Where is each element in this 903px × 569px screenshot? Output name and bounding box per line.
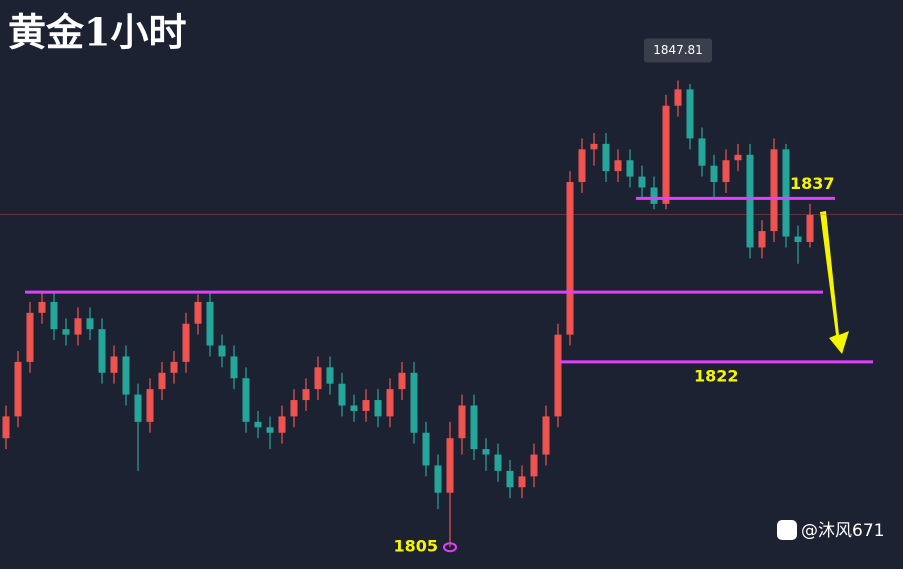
level-label: 1822 (694, 366, 739, 385)
candle-body (350, 405, 358, 411)
candle-body (398, 372, 406, 390)
watermark: @沐风671 (801, 521, 884, 541)
candle-body (182, 323, 190, 362)
candle-body (146, 389, 154, 422)
candle-body (806, 214, 814, 242)
candle-body (458, 405, 466, 439)
candle-body (206, 301, 214, 346)
candle-body (674, 89, 682, 106)
candle-body (446, 438, 454, 493)
candle-body (794, 236, 802, 242)
candle-body (626, 160, 634, 177)
candle-body (614, 160, 622, 172)
candle-body (374, 400, 382, 417)
candle-body (662, 105, 670, 204)
candle-body (26, 312, 34, 362)
candle-body (338, 383, 346, 406)
candle-body (746, 154, 754, 248)
candle-body (698, 138, 706, 166)
candle-body (542, 416, 550, 455)
candle-body (734, 154, 742, 161)
candle-body (38, 301, 46, 313)
candle-body (362, 400, 370, 411)
candle-body (290, 400, 298, 417)
candle-body (470, 405, 478, 450)
candle-body (578, 149, 586, 183)
candle-body (710, 165, 718, 183)
candle-body (638, 176, 646, 188)
high-label: 1847.81 (653, 43, 703, 57)
candle-body (278, 416, 286, 433)
candle-body (266, 427, 274, 433)
candle-body (554, 334, 562, 417)
candle-body (14, 361, 22, 417)
low-marker (443, 542, 457, 553)
candle-body (158, 372, 166, 390)
candle-body (254, 421, 262, 428)
candle-body (650, 187, 658, 204)
candle-body (62, 329, 70, 335)
candle-body (242, 378, 250, 422)
candle-body (314, 367, 322, 390)
candle-body (98, 329, 106, 373)
candle-body (506, 470, 514, 488)
candle-body (566, 182, 574, 335)
candle-body (482, 449, 490, 455)
watermark-icon (777, 520, 797, 540)
candle-body (386, 389, 394, 417)
candle-body (230, 356, 238, 379)
candle-body (2, 416, 10, 439)
candle-body (494, 454, 502, 471)
candle-body (434, 465, 442, 493)
candle-body (194, 301, 202, 324)
candle-body (86, 318, 94, 330)
candle-body (590, 143, 598, 150)
level-label: 1837 (790, 174, 835, 193)
chart-title: 黄金1小时 (8, 10, 186, 55)
candle-body (422, 432, 430, 466)
candle-body (50, 301, 58, 330)
low-label: 1805 (393, 537, 438, 556)
arrow (820, 211, 849, 354)
candle-body (218, 345, 226, 357)
candle-body (170, 361, 178, 373)
candle-body (110, 356, 118, 373)
candle-body (770, 149, 778, 232)
candle-body (518, 476, 526, 488)
candle-body (722, 160, 730, 183)
candle-body (302, 389, 310, 401)
candle-body (74, 318, 82, 335)
candle-body (686, 89, 694, 139)
candle-body (782, 149, 790, 237)
candle-body (134, 394, 142, 422)
candle-body (122, 356, 130, 395)
candle-body (758, 231, 766, 248)
candle-body (326, 367, 334, 384)
candle-body (530, 454, 538, 477)
candle-body (602, 143, 610, 172)
candle-body (410, 372, 418, 433)
high-tooltip (644, 38, 712, 63)
